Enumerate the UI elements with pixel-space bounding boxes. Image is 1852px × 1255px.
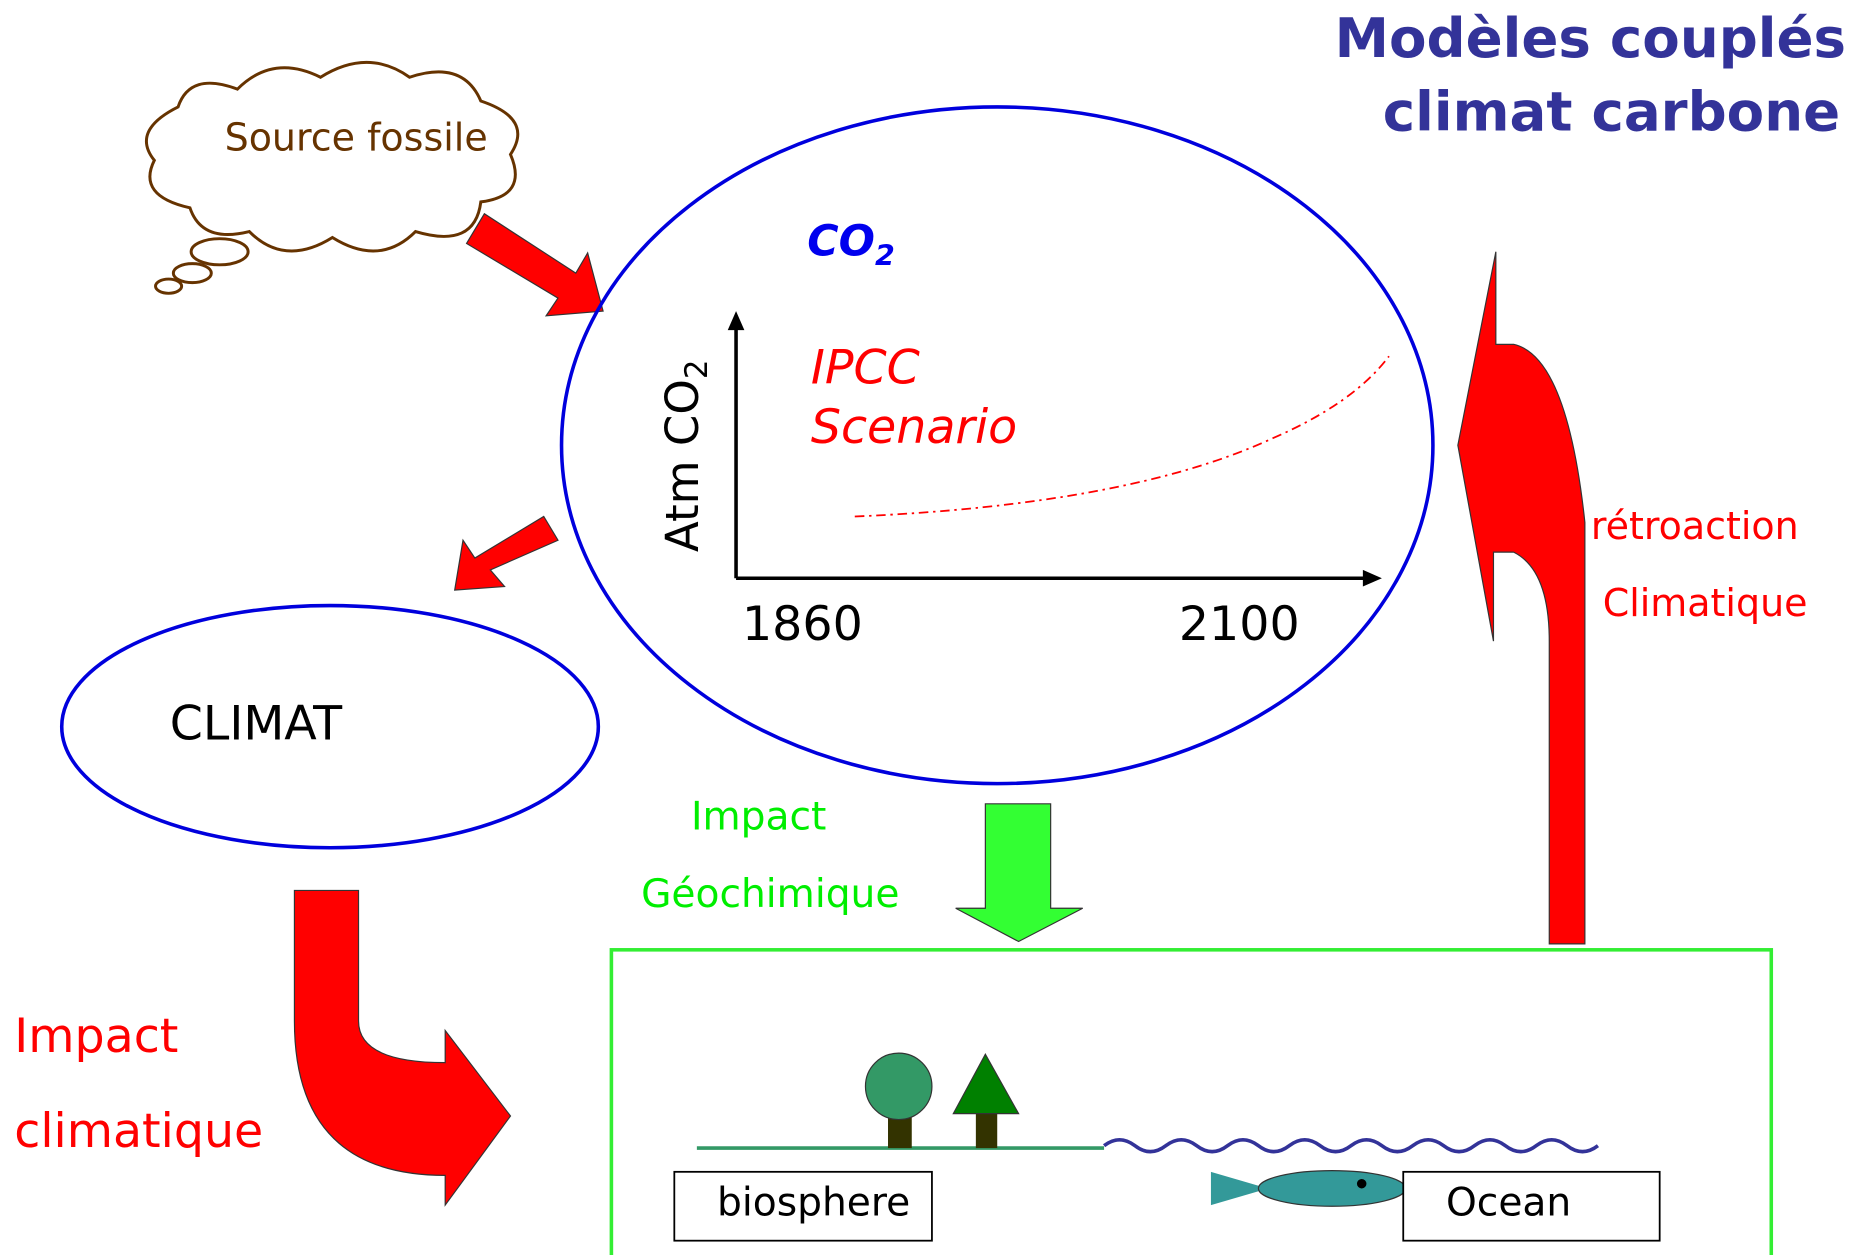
x-label: 2100	[1179, 597, 1300, 652]
fish	[1257, 1170, 1407, 1207]
ocean-label: Ocean	[1446, 1181, 1571, 1226]
wave	[1102, 1137, 1600, 1154]
fish-tail	[1210, 1171, 1268, 1206]
climat-ellipse	[59, 603, 601, 850]
ocean-box	[1402, 1170, 1661, 1242]
impact-label: Impact	[14, 1009, 178, 1064]
axis-arrow	[727, 311, 745, 331]
y-label-text: Atm CO	[656, 379, 709, 552]
cloud	[144, 61, 520, 295]
co2-label: CO2	[807, 216, 895, 273]
axis-arrow	[1362, 569, 1382, 587]
y-label-sub: 2	[679, 359, 715, 379]
co2-sub: 2	[875, 240, 895, 273]
green-arrow	[955, 803, 1083, 943]
tree-crown	[864, 1052, 933, 1121]
impact-label: climatique	[14, 1104, 263, 1159]
biosphere-box	[673, 1170, 933, 1242]
geo-label: Géochimique	[641, 872, 899, 917]
arrow	[465, 212, 604, 317]
impact-arrow	[293, 889, 512, 1207]
earth-box	[609, 948, 1774, 1255]
climat-label: CLIMAT	[170, 697, 343, 752]
arrow	[453, 515, 559, 591]
x-label: 1860	[742, 597, 863, 652]
feedback-arrow	[1457, 251, 1586, 945]
retroaction-label: Climatique	[1603, 581, 1808, 625]
retroaction-label: rétroaction	[1591, 504, 1799, 548]
title-line: Modèles couplés	[1335, 6, 1846, 70]
title-line: climat carbone	[1383, 79, 1840, 143]
y-axis-label: Atm CO2	[656, 359, 714, 552]
scenario-label: IPCC	[811, 340, 920, 395]
fish-eye	[1356, 1178, 1367, 1189]
scenario-label: Scenario	[811, 400, 1017, 455]
biosphere-label: biosphere	[717, 1181, 910, 1226]
co2-ellipse	[559, 105, 1435, 786]
geo-label: Impact	[691, 795, 826, 840]
tree-trunk	[975, 1111, 998, 1149]
source-label: Source fossile	[225, 116, 488, 160]
tree-crown	[952, 1053, 1020, 1115]
co2-text: CO	[807, 216, 875, 266]
scenario-curve	[854, 355, 1390, 518]
